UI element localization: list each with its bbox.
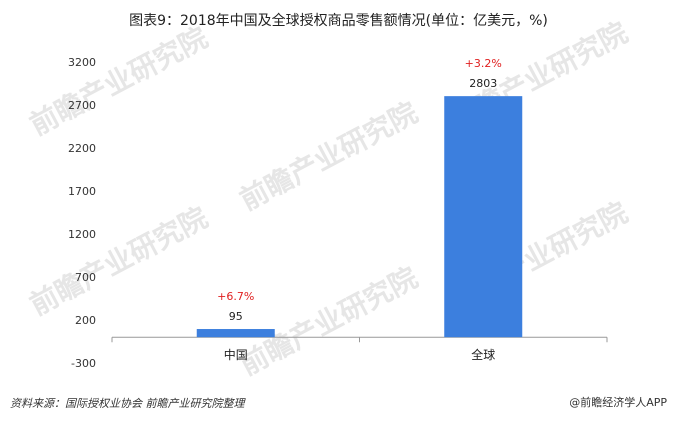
y-tick-label: 700	[75, 271, 96, 284]
growth-label: +6.7%	[217, 290, 254, 303]
bar-2	[444, 96, 523, 338]
y-tick-label: 1200	[68, 228, 96, 241]
y-tick-label: -300	[71, 357, 96, 370]
brand-credit: @前瞻经济学人APP	[569, 396, 667, 409]
bar-1	[196, 329, 275, 338]
bar-value-label: 2803	[469, 77, 497, 90]
y-tick-label: 2200	[68, 142, 96, 155]
y-tick-label: 200	[75, 314, 96, 327]
y-tick-label: 3200	[68, 56, 96, 69]
y-tick-label: 2700	[68, 99, 96, 112]
y-tick-label: 1700	[68, 185, 96, 198]
bar-value-label: 95	[229, 310, 243, 323]
growth-label: +3.2%	[465, 57, 502, 70]
chart-title: 图表9：2018年中国及全球授权商品零售额情况(单位：亿美元，%)	[129, 13, 548, 29]
source-note: 资料来源：国际授权业协会 前瞻产业研究院整理	[10, 397, 245, 410]
x-category-label: 全球	[471, 347, 495, 362]
x-category-label: 中国	[224, 347, 248, 362]
